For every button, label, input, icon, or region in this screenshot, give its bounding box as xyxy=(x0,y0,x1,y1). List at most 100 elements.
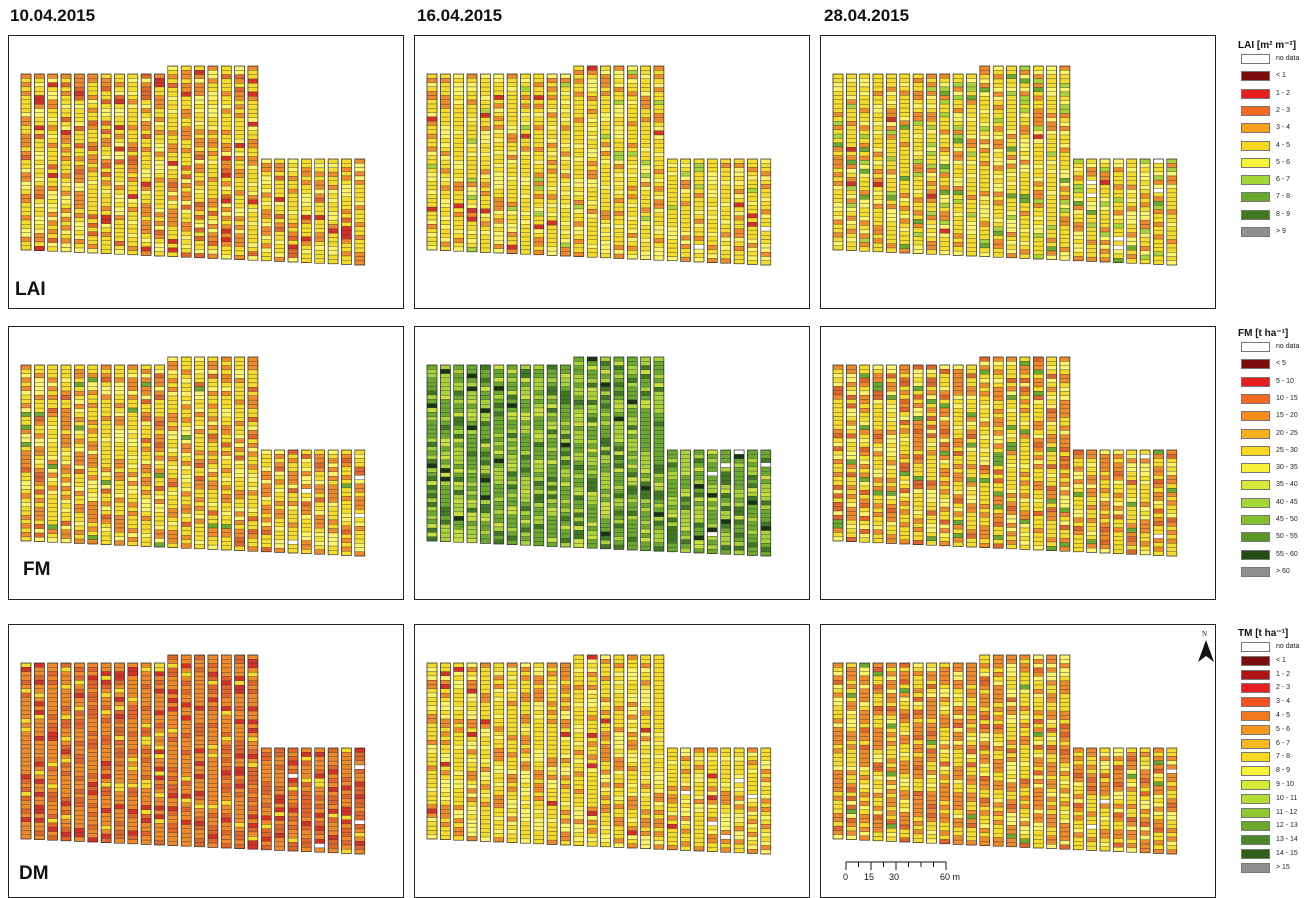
plot-cell xyxy=(1059,225,1071,231)
plot-cell xyxy=(274,201,285,207)
plot-cell xyxy=(247,83,259,88)
plot-cell xyxy=(533,220,544,225)
plot-cell xyxy=(167,495,178,501)
plot-cell xyxy=(546,408,558,413)
plot-cell xyxy=(546,212,558,217)
plot-cell xyxy=(832,420,844,426)
plot-column xyxy=(706,158,718,263)
plot-cell xyxy=(1126,202,1137,207)
plot-cell xyxy=(560,234,571,239)
plot-cell xyxy=(341,534,352,539)
plot-cell xyxy=(1006,78,1017,84)
plot-cell xyxy=(832,219,844,225)
plot-cell xyxy=(140,78,152,83)
plot-cell xyxy=(693,180,705,185)
plot-cell xyxy=(247,229,259,235)
plot-cell xyxy=(261,167,272,172)
plot-cell xyxy=(573,152,584,158)
plot-cell xyxy=(1099,210,1111,215)
plot-cell xyxy=(20,407,32,413)
plot-cell xyxy=(546,438,558,443)
plot-cell xyxy=(680,248,691,254)
plot-cell xyxy=(600,249,611,254)
plot-cell xyxy=(733,180,745,186)
plot-cell xyxy=(60,395,72,400)
plot-cell xyxy=(587,543,598,549)
plot-cell xyxy=(1033,237,1044,243)
plot-cell xyxy=(221,378,232,383)
plot-cell xyxy=(87,184,98,190)
plot-cell xyxy=(100,527,112,532)
plot-cell xyxy=(127,207,138,212)
plot-cell xyxy=(533,215,544,221)
plot-cell xyxy=(1166,197,1177,202)
plot-cell xyxy=(314,501,325,507)
plot-cell xyxy=(34,99,45,105)
plot-cell xyxy=(34,237,45,243)
plot-cell xyxy=(74,456,85,461)
plot-cell xyxy=(640,83,651,88)
plot-cell xyxy=(1059,109,1071,114)
plot-cell xyxy=(520,211,531,216)
plot-cell xyxy=(154,112,165,118)
plot-cell xyxy=(493,244,504,249)
plot-cell xyxy=(287,475,299,481)
plot-cell xyxy=(301,167,312,173)
plot-cell xyxy=(34,390,45,396)
plot-cell xyxy=(74,434,85,440)
plot-cell xyxy=(627,464,638,469)
plot-cell xyxy=(440,194,451,200)
plot-cell xyxy=(140,533,152,538)
plot-cell xyxy=(1006,108,1017,114)
plot-column xyxy=(667,158,678,262)
plot-cell xyxy=(533,429,544,435)
plot-cell xyxy=(587,217,598,223)
plot-cell xyxy=(747,542,758,548)
plot-cell xyxy=(194,369,205,375)
plot-cell xyxy=(74,156,85,162)
plot-cell xyxy=(832,228,844,233)
plot-cell xyxy=(100,531,112,537)
plot-cell xyxy=(966,134,977,140)
plot-cell xyxy=(1019,253,1031,259)
plot-cell xyxy=(440,112,451,118)
plot-cell xyxy=(314,219,325,225)
plot-cell xyxy=(247,247,259,252)
plot-cell xyxy=(453,160,464,165)
plot-cell xyxy=(74,104,85,110)
plot-cell xyxy=(667,171,678,177)
plot-cell xyxy=(154,147,165,153)
plot-cell xyxy=(140,177,152,183)
plot-cell xyxy=(587,239,598,245)
plot-cell xyxy=(979,226,990,231)
plot-cell xyxy=(314,158,325,164)
plot-cell xyxy=(74,408,85,414)
plot-cell xyxy=(1059,203,1071,209)
plot-column xyxy=(314,449,326,555)
plot-cell xyxy=(533,82,544,88)
plot-cell xyxy=(47,186,58,191)
plot-cell xyxy=(34,537,45,542)
plot-cell xyxy=(520,502,531,507)
plot-cell xyxy=(140,438,152,443)
plot-cell xyxy=(453,177,464,183)
plot-cell xyxy=(327,193,339,199)
plot-cell xyxy=(560,486,571,491)
plot-cell xyxy=(466,525,478,531)
plot-cell xyxy=(707,232,718,237)
plot-cell xyxy=(760,175,771,181)
plot-cell xyxy=(533,134,544,139)
plot-cell xyxy=(573,174,584,179)
plot-cell xyxy=(207,245,219,251)
plot-cell xyxy=(1153,184,1164,189)
plot-cell xyxy=(261,449,272,455)
plot-cell xyxy=(613,142,625,148)
plot-cell xyxy=(600,523,611,528)
plot-cell xyxy=(1126,228,1137,234)
plot-cell xyxy=(1099,184,1111,190)
plot-cell xyxy=(640,156,651,161)
plot-cell xyxy=(87,120,98,126)
plot-cell xyxy=(127,390,138,396)
plot-cell xyxy=(20,472,32,477)
plot-cell xyxy=(720,197,731,203)
